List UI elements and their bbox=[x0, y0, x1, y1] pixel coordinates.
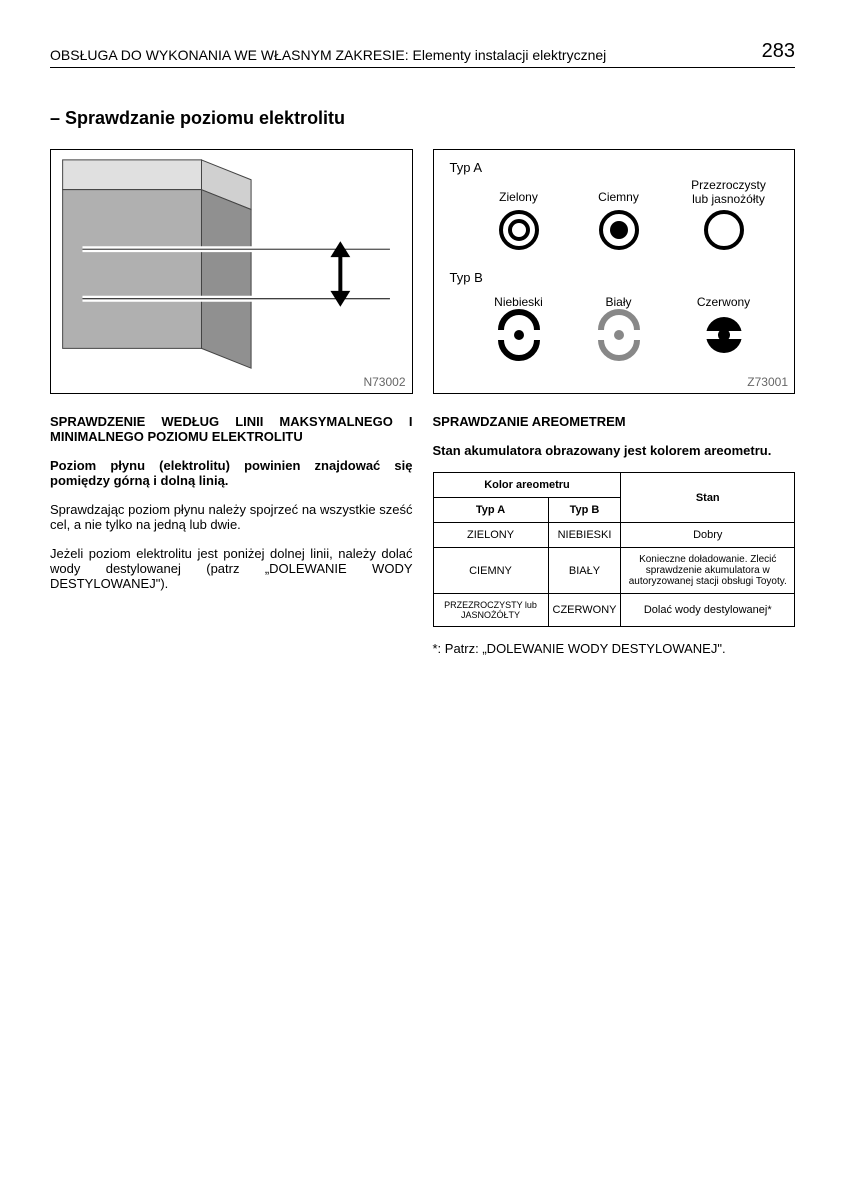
right-body-bold: Stan akumulatora obrazowany jest kolorem… bbox=[433, 443, 796, 458]
cell-a1: CIEMNY bbox=[433, 548, 548, 594]
right-sub-heading: SPRAWDZANIE AREOMETREM bbox=[433, 414, 796, 429]
header-status: Stan bbox=[621, 473, 795, 523]
cell-b2: CZERWONY bbox=[548, 594, 621, 627]
left-body-text1: Sprawdzając poziom płynu należy spojrzeć… bbox=[50, 502, 413, 532]
figure-code-left: N73002 bbox=[363, 375, 405, 389]
left-sub-heading: SPRAWDZENIE WEDŁUG LINII MAKSYMALNEGO I … bbox=[50, 414, 413, 444]
cell-b1: BIAŁY bbox=[548, 548, 621, 594]
hydrometer-figure: Typ A Typ B Zielony Ciemny Przezroczysty… bbox=[433, 149, 796, 394]
section-title: – Sprawdzanie poziomu elektrolitu bbox=[50, 108, 795, 129]
header-typeA: Typ A bbox=[433, 498, 548, 523]
left-body-bold: Poziom płynu (elektrolitu) powinien znaj… bbox=[50, 458, 413, 488]
right-column: Typ A Typ B Zielony Ciemny Przezroczysty… bbox=[433, 149, 796, 656]
cell-a2: PRZEZROCZYSTY lub JASNOŻÓŁTY bbox=[433, 594, 548, 627]
cell-a0: ZIELONY bbox=[433, 523, 548, 548]
header-typeB: Typ B bbox=[548, 498, 621, 523]
page-number: 283 bbox=[762, 40, 795, 63]
figure-code-right: Z73001 bbox=[747, 375, 788, 389]
header-color: Kolor areometru bbox=[433, 473, 621, 498]
header-text: OBSŁUGA DO WYKONANIA WE WŁASNYM ZAKRESIE… bbox=[50, 47, 606, 63]
footnote: *: Patrz: „DOLEWANIE WODY DESTYLOWANEJ". bbox=[433, 641, 796, 656]
cell-s1: Konieczne doładowanie. Zlecić sprawdzeni… bbox=[621, 548, 795, 594]
label-blue: Niebieski bbox=[484, 295, 554, 309]
label-white: Biały bbox=[584, 295, 654, 309]
left-column: N73002 SPRAWDZENIE WEDŁUG LINII MAKSYMAL… bbox=[50, 149, 413, 656]
page-header: OBSŁUGA DO WYKONANIA WE WŁASNYM ZAKRESIE… bbox=[50, 40, 795, 68]
cell-s0: Dobry bbox=[621, 523, 795, 548]
battery-level-figure: N73002 bbox=[50, 149, 413, 394]
cell-s2: Dolać wody destylowanej* bbox=[621, 594, 795, 627]
label-red: Czerwony bbox=[684, 295, 764, 309]
cell-b0: NIEBIESKI bbox=[548, 523, 621, 548]
table-row: CIEMNY BIAŁY Konieczne doładowanie. Zlec… bbox=[433, 548, 795, 594]
status-table: Kolor areometru Stan Typ A Typ B ZIELONY… bbox=[433, 472, 796, 627]
table-row: ZIELONY NIEBIESKI Dobry bbox=[433, 523, 795, 548]
left-body-text2: Jeżeli poziom elektrolitu jest poniżej d… bbox=[50, 546, 413, 591]
table-row: PRZEZROCZYSTY lub JASNOŻÓŁTY CZERWONY Do… bbox=[433, 594, 795, 627]
table-header-row: Kolor areometru Stan bbox=[433, 473, 795, 498]
two-column-layout: N73002 SPRAWDZENIE WEDŁUG LINII MAKSYMAL… bbox=[50, 149, 795, 656]
battery-level-svg bbox=[51, 150, 412, 393]
hydrometer-svg bbox=[434, 150, 794, 394]
